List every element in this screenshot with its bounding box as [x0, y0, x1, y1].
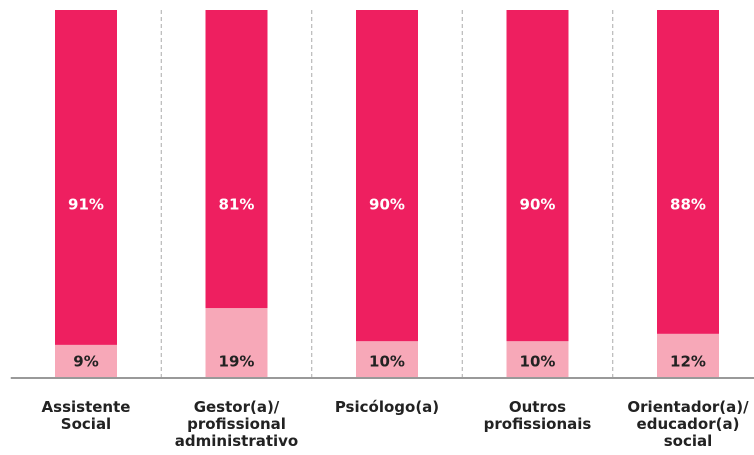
value-label: 9% — [73, 353, 98, 371]
value-label: 90% — [369, 196, 405, 214]
bar-segment — [506, 10, 569, 342]
x-tick-label: Orientador(a)/educador(a) social — [627, 398, 749, 450]
bar-segment — [205, 308, 268, 378]
x-tick-label: Assistente Social — [42, 398, 131, 433]
bar-segment — [356, 341, 418, 378]
value-label: 10% — [520, 353, 556, 371]
bar-segment — [657, 10, 719, 334]
value-label: 10% — [369, 353, 405, 371]
x-tick-label: Gestor(a)/profissional administrativo — [175, 398, 298, 450]
bar-segment — [55, 10, 117, 345]
value-label: 19% — [219, 353, 255, 371]
bar-segment — [205, 10, 268, 309]
value-label: 12% — [670, 353, 706, 371]
value-label: 88% — [670, 196, 706, 214]
value-label: 91% — [68, 196, 104, 214]
bar-segment — [657, 333, 719, 378]
bar-segment — [55, 344, 117, 378]
bar-segment — [356, 10, 418, 342]
x-tick-label: Outros profissionais — [484, 398, 592, 433]
x-tick-label: Psicólogo(a) — [335, 398, 439, 416]
bar-segment — [506, 341, 569, 378]
value-label: 90% — [520, 196, 556, 214]
value-label: 81% — [219, 196, 255, 214]
